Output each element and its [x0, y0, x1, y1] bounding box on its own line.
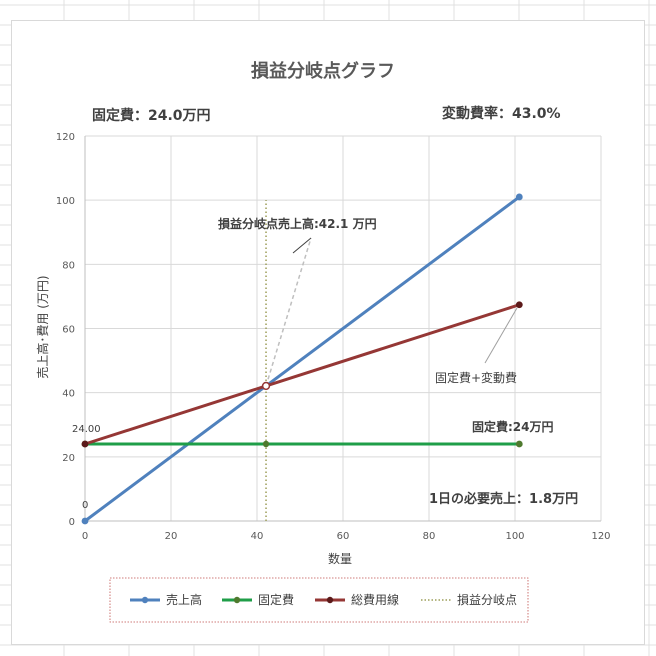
legend-item-fixed-cost: 固定費	[222, 592, 294, 607]
data-label-sales-start: 0	[82, 500, 88, 511]
y-tick-label: 40	[62, 389, 75, 400]
y-tick-label: 60	[62, 325, 75, 336]
legend-item-total-cost: 総費用線	[315, 592, 399, 607]
x-tick-label: 20	[165, 531, 178, 542]
total-cost-line-point	[515, 301, 523, 309]
chart-title: 損益分岐点グラフ	[251, 60, 395, 82]
total-cost-leader-line	[484, 307, 518, 364]
breakeven-chart: 損益分岐点グラフ 固定費：24.0万円 変動費率：43.0% 0 20 40 60 80…	[35, 60, 611, 623]
breakeven-point	[261, 381, 271, 391]
svg-text:損益分岐点: 損益分岐点	[457, 592, 517, 607]
legend: 売上高 固定費 総費用線 損益分岐点	[109, 577, 529, 623]
x-tick-label: 120	[591, 531, 610, 542]
breakeven-leader-line	[292, 237, 312, 254]
data-label-fixed-start: 24.00	[72, 424, 101, 435]
legend-item-breakeven: 損益分岐点	[421, 592, 517, 607]
fixed-cost-line-point	[515, 440, 523, 448]
x-tick-label: 40	[251, 531, 264, 542]
total-cost-label: 固定費+変動費	[435, 370, 517, 385]
sales-line-point	[81, 517, 89, 525]
chart-area[interactable]: 損益分岐点グラフ 固定費：24.0万円 変動費率：43.0% 0 20 40 60 80…	[11, 20, 645, 645]
fixed-cost-header: 固定費：24.0万円	[92, 107, 211, 124]
x-tick-label: 60	[337, 531, 350, 542]
legend-item-sales: 売上高	[130, 592, 202, 607]
x-tick-label: 100	[505, 531, 524, 542]
y-tick-label: 0	[69, 517, 75, 528]
y-tick-label: 120	[56, 132, 75, 143]
svg-text:総費用線: 総費用線	[351, 592, 399, 607]
x-tick-label: 0	[82, 531, 88, 542]
y-tick-label: 20	[62, 453, 75, 464]
fixed-cost-label: 固定費:24万円	[472, 419, 554, 434]
variable-rate-header: 変動費率：43.0%	[442, 105, 561, 122]
y-tick-label: 80	[62, 260, 75, 271]
breakeven-sales-label: 損益分岐点売上高:42.1 万円	[218, 216, 377, 231]
daily-sales-label: 1日の必要売上：1.8万円	[429, 491, 578, 507]
y-tick-label: 100	[56, 196, 75, 207]
axis-ticks: 0 20 40 60 80 100 120 0 20 40 60 80 100 120	[56, 132, 611, 542]
total-cost-line-point	[81, 440, 89, 448]
svg-text:固定費: 固定費	[258, 592, 294, 607]
svg-text:売上高: 売上高	[166, 592, 202, 607]
breakeven-dashed-leader	[265, 237, 312, 387]
x-axis-title: 数量	[328, 551, 352, 566]
sales-line-point	[515, 193, 523, 201]
x-tick-label: 80	[423, 531, 436, 542]
fixed-cost-line-point	[262, 440, 270, 448]
data-points	[81, 193, 523, 525]
y-axis-title: 売上高･費用 (万円)	[35, 275, 50, 378]
